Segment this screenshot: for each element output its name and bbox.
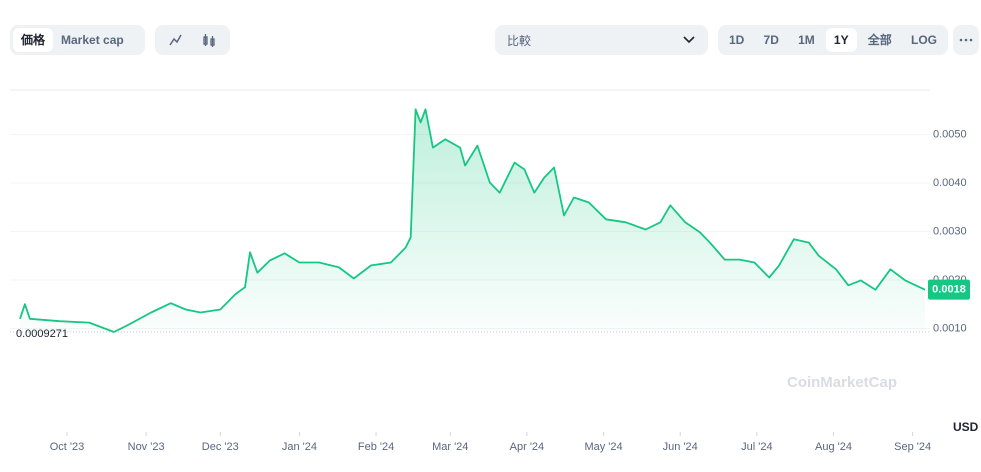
current-price-label: 0.0018 xyxy=(932,284,966,296)
more-icon xyxy=(959,38,973,42)
current-price-box xyxy=(928,279,970,300)
line-icon[interactable] xyxy=(158,28,192,52)
range-button[interactable]: 1Y xyxy=(825,28,857,52)
y-tick-label: 0.0030 xyxy=(933,225,967,237)
range-button[interactable]: 全部 xyxy=(867,33,892,47)
range-button[interactable]: 7D xyxy=(763,33,779,47)
more-button[interactable] xyxy=(953,25,979,55)
range-button[interactable]: LOG xyxy=(911,33,937,47)
chart-style-group xyxy=(155,25,230,55)
chevron xyxy=(683,36,695,44)
compare-label: 比較 xyxy=(507,33,532,48)
range-group: 1D 7D 1M 1Y 全部 LOG xyxy=(718,25,948,55)
x-tick-label: Jun '24 xyxy=(663,441,698,453)
tab-price[interactable]: 価格 xyxy=(13,28,54,52)
x-tick-label: Nov '23 xyxy=(128,441,165,453)
y-tick-label: 0.0040 xyxy=(933,177,967,189)
tab-group: 価格 Market cap xyxy=(10,25,145,55)
price-line xyxy=(19,108,926,333)
watermark: CoinMarketCap xyxy=(787,374,897,391)
x-tick-label: Feb '24 xyxy=(358,441,394,453)
range-button[interactable]: 1M xyxy=(798,33,815,47)
x-tick-label: Jan '24 xyxy=(282,441,317,453)
range-button[interactable]: 1D xyxy=(729,33,745,47)
x-tick-label: Dec '23 xyxy=(202,441,239,453)
y-tick-label: 0.0010 xyxy=(933,322,967,334)
x-tick-label: Oct '23 xyxy=(50,441,85,453)
x-tick-label: Mar '24 xyxy=(432,441,468,453)
x-tick-label: Jul '24 xyxy=(741,441,772,453)
compare-dropdown[interactable]: 比較 xyxy=(495,25,708,55)
x-tick-label: Aug '24 xyxy=(815,441,852,453)
y-unit: USD xyxy=(953,420,979,434)
y-tick-label: 0.0050 xyxy=(933,128,967,140)
x-tick-label: Sep '24 xyxy=(894,441,931,453)
x-tick-label: Apr '24 xyxy=(510,441,545,453)
candle-icon[interactable] xyxy=(192,28,226,52)
x-tick-label: May '24 xyxy=(584,441,622,453)
area-fill xyxy=(20,109,925,332)
tab-market-cap[interactable]: Market cap xyxy=(61,33,124,47)
